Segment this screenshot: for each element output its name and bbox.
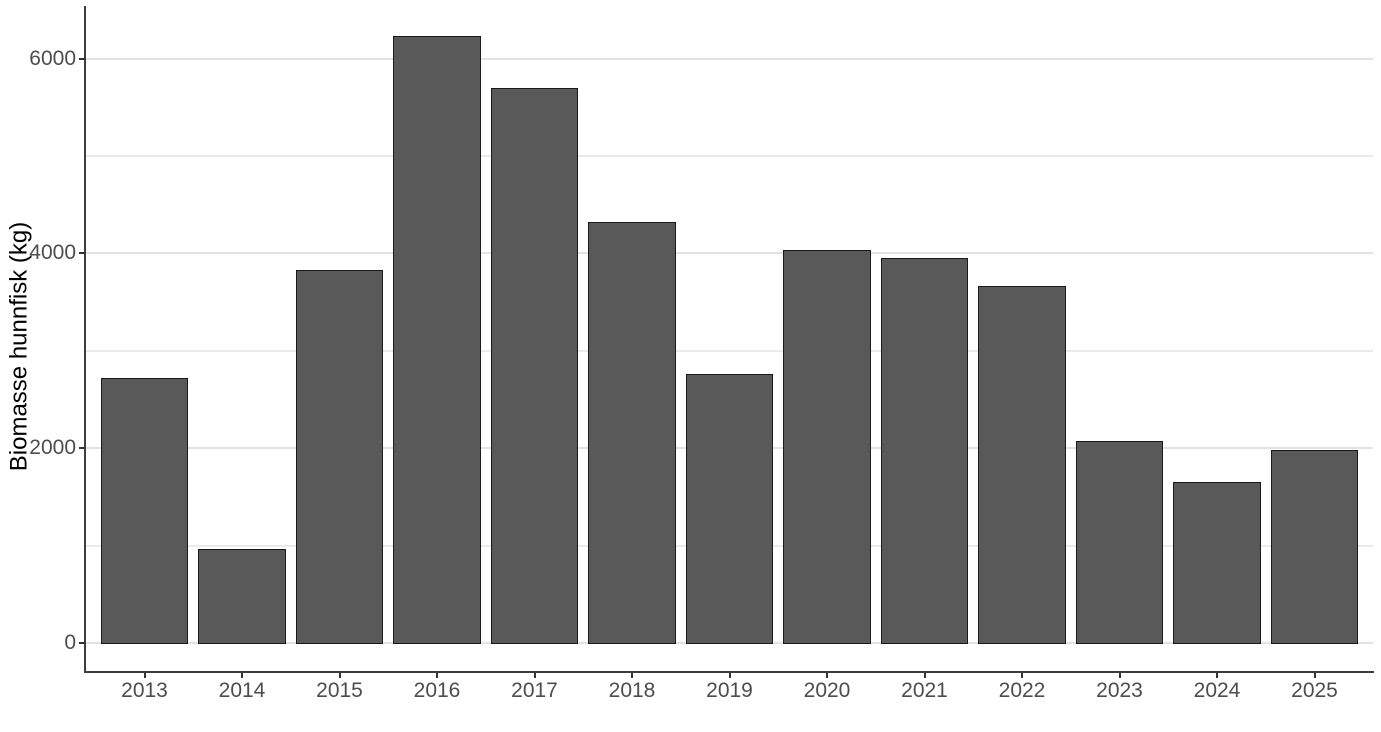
- x-tick-label: 2024: [1193, 679, 1241, 702]
- x-tick-mark: [143, 673, 146, 678]
- x-tick-label: 2013: [121, 679, 168, 702]
- y-tick-mark: [79, 447, 85, 450]
- x-tick-mark: [338, 673, 341, 678]
- bar-2025: [1270, 450, 1359, 644]
- bar-2021: [880, 258, 969, 644]
- y-tick-label: 0: [64, 631, 76, 654]
- bar-2014: [198, 548, 286, 644]
- x-tick-mark: [533, 673, 536, 678]
- gridline-minor: [86, 155, 1373, 158]
- y-tick-mark: [79, 252, 85, 255]
- x-tick-mark: [631, 673, 633, 678]
- bar-2024: [1173, 482, 1261, 644]
- bar-2015: [295, 269, 384, 644]
- y-tick-label: 4000: [29, 241, 76, 265]
- gridline-minor: [86, 349, 1373, 352]
- y-tick-label: 2000: [29, 436, 76, 460]
- x-tick-label: 2021: [901, 679, 948, 702]
- bar-2020: [783, 250, 871, 644]
- x-tick-label: 2020: [803, 679, 851, 702]
- plot-panel: [86, 7, 1373, 673]
- x-tick-label: 2018: [608, 679, 656, 702]
- gridline-major: [86, 252, 1373, 255]
- x-tick-mark: [1021, 673, 1023, 678]
- gridline-major: [86, 57, 1373, 60]
- bar-2022: [978, 285, 1066, 644]
- x-tick-label: 2016: [413, 679, 461, 702]
- x-tick-mark: [241, 673, 243, 678]
- y-tick-mark: [79, 642, 85, 644]
- bar-2018: [588, 222, 676, 644]
- x-tick-mark: [728, 673, 731, 678]
- y-axis-line: [84, 6, 86, 673]
- x-tick-mark: [1118, 673, 1121, 678]
- x-tick-label: 2017: [511, 679, 558, 702]
- bar-2023: [1075, 441, 1164, 644]
- bar-2016: [393, 36, 481, 644]
- x-tick-label: 2019: [706, 679, 753, 702]
- x-tick-label: 2022: [998, 679, 1046, 702]
- x-tick-mark: [923, 673, 926, 678]
- x-tick-mark: [436, 673, 438, 678]
- y-axis-title: Biomasse hunnfisk (kg): [5, 221, 33, 472]
- x-tick-label: 2014: [218, 679, 266, 702]
- bar-2019: [685, 374, 774, 644]
- x-tick-label: 2023: [1096, 679, 1143, 702]
- y-tick-label: 6000: [29, 46, 76, 70]
- bar-2017: [490, 87, 579, 644]
- x-axis-line: [84, 671, 1374, 673]
- x-tick-mark: [1313, 673, 1316, 678]
- bar-2013: [100, 378, 189, 644]
- x-tick-label: 2015: [316, 679, 363, 702]
- x-tick-label: 2025: [1291, 679, 1338, 702]
- x-tick-mark: [826, 673, 828, 678]
- x-tick-mark: [1216, 673, 1218, 678]
- y-tick-mark: [79, 57, 85, 60]
